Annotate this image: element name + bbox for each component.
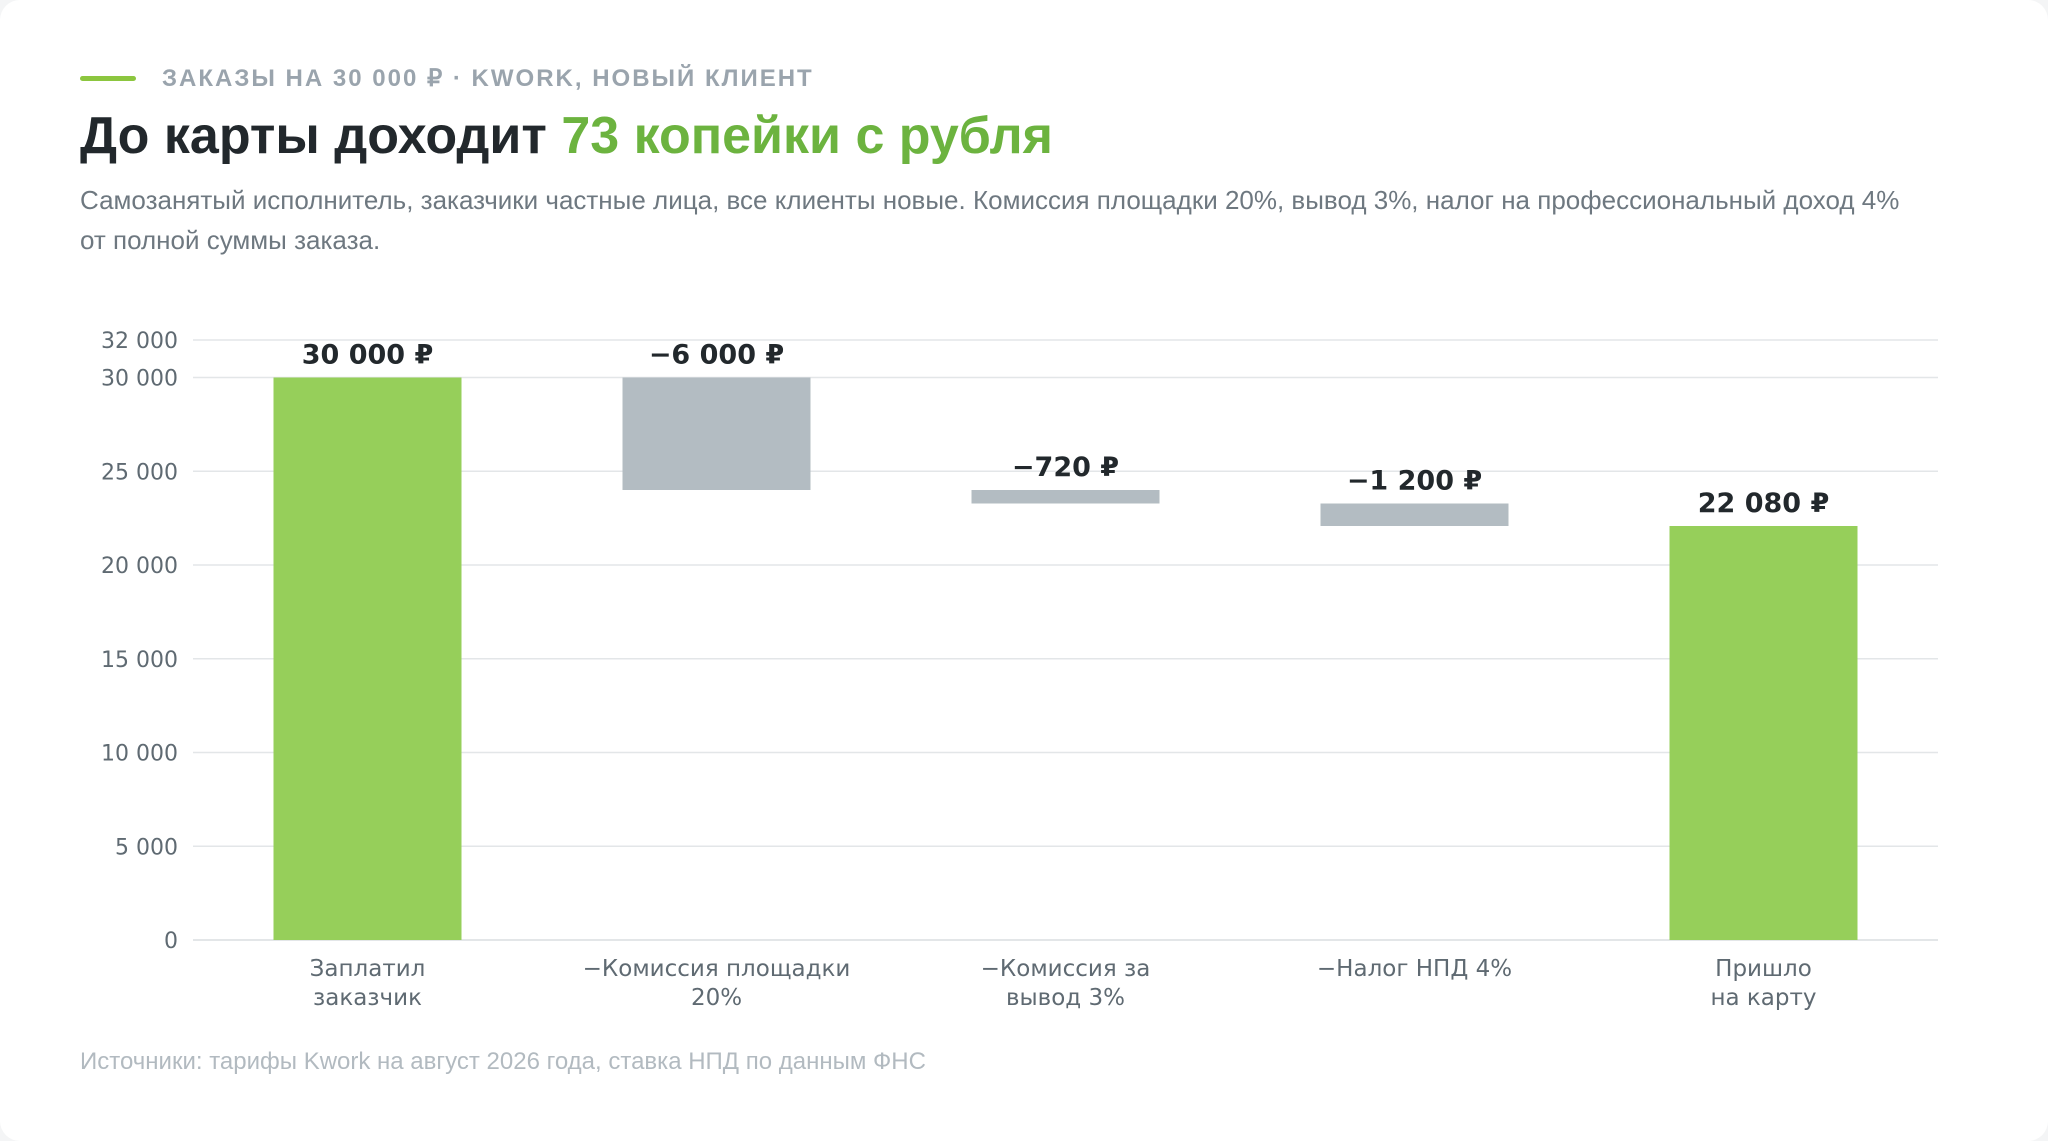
x-tick-label: −Налог НПД 4% <box>1317 956 1512 982</box>
bar <box>1320 503 1509 526</box>
title-accent: 73 копейки с рубля <box>561 107 1054 165</box>
bar <box>622 377 811 490</box>
bar <box>1669 526 1858 940</box>
data-label: −1 200 ₽ <box>1347 466 1482 497</box>
eyebrow-text: ЗАКАЗЫ НА 30 000 ₽ · KWORK, НОВЫЙ КЛИЕНТ <box>162 65 814 92</box>
x-tick-label: Пришло на карту <box>1710 956 1816 1011</box>
title-main: До карты доходит <box>80 107 562 165</box>
chart-title: До карты доходит 73 копейки с рубля <box>80 106 1053 166</box>
waterfall-chart: 0 5 000 10 000 15 000 20 000 25 000 30 000 32 0… <box>101 329 1938 1011</box>
bar <box>971 490 1160 504</box>
x-tick-label-line: Заплатил <box>310 956 426 982</box>
y-tick-label: 30 000 <box>101 367 178 392</box>
x-tick-label-line: Пришло <box>1715 956 1812 982</box>
data-label: −720 ₽ <box>1012 452 1119 483</box>
x-tick-label: −Комиссия площадки 20% <box>583 956 851 1011</box>
x-tick-label-line: −Налог НПД 4% <box>1317 956 1512 982</box>
y-tick-label: 20 000 <box>101 554 178 579</box>
x-tick-label-line: −Комиссия площадки <box>583 956 851 982</box>
x-tick-label-line: заказчик <box>313 985 422 1011</box>
data-label: 22 080 ₽ <box>1698 488 1830 519</box>
y-tick-label: 32 000 <box>101 329 178 354</box>
data-label: −6 000 ₽ <box>649 340 784 371</box>
chart-subtitle: Самозанятый исполнитель, заказчики частн… <box>80 185 1900 255</box>
y-tick-label: 5 000 <box>115 835 178 860</box>
x-tick-label: −Комиссия за вывод 3% <box>981 956 1151 1011</box>
eyebrow: ЗАКАЗЫ НА 30 000 ₽ · KWORK, НОВЫЙ КЛИЕНТ <box>80 64 814 93</box>
x-tick-label-line: на карту <box>1710 985 1816 1011</box>
y-tick-label: 15 000 <box>101 648 178 673</box>
x-tick-label-line: −Комиссия за <box>981 956 1151 982</box>
x-tick-label-line: 20% <box>691 985 742 1011</box>
y-tick-label: 10 000 <box>101 742 178 767</box>
bar <box>273 377 462 940</box>
eyebrow-accent-line <box>80 76 136 81</box>
x-tick-label: Заплатил заказчик <box>310 956 426 1011</box>
x-tick-label-line: вывод 3% <box>1006 985 1125 1011</box>
source-note: Источники: тарифы Kwork на август 2026 г… <box>80 1048 926 1075</box>
y-tick-label: 25 000 <box>101 460 178 485</box>
data-label: 30 000 ₽ <box>302 340 434 371</box>
y-tick-label: 0 <box>164 929 178 954</box>
